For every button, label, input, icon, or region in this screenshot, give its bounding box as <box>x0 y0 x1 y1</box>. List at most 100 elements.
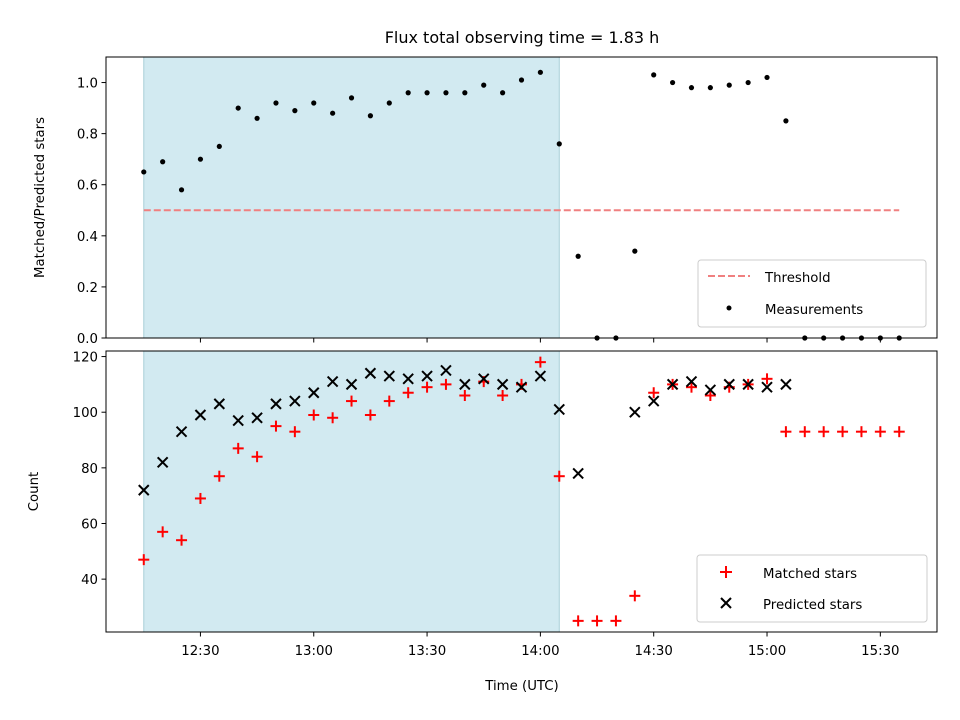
measurements-point <box>367 113 374 119</box>
predicted-stars-point <box>156 456 169 468</box>
matched-stars-point <box>402 387 414 399</box>
predicted-stars-point <box>515 381 528 393</box>
matched-stars-point <box>497 390 509 402</box>
y-tick-label: 0.4 <box>77 230 98 245</box>
predicted-stars-point <box>345 378 358 391</box>
predicted-stars-point <box>251 412 263 424</box>
top-y-axis: 0.0 0.2 0.4 0.6 0.8 1.0 <box>77 77 106 347</box>
measurements-point <box>745 79 751 86</box>
top-axes-frame <box>105 56 938 339</box>
predicted-stars-point <box>232 414 244 427</box>
measurements-point <box>556 141 562 147</box>
x-tick-label: 14:30 <box>635 644 673 659</box>
matched-stars-point <box>534 356 546 368</box>
predicted-stars-point <box>459 378 471 391</box>
predicted-stars-point <box>213 398 226 410</box>
measurements-point <box>669 79 676 86</box>
matched-stars-point <box>553 470 565 482</box>
bottom-subplot: 40 60 80 100 120 12:30 13:00 13:30 14:00 14:30 15… <box>27 350 938 694</box>
predicted-stars-point <box>478 373 490 385</box>
predicted-stars-point <box>761 381 773 393</box>
measurements-point <box>273 100 279 106</box>
matched-stars-point <box>157 526 169 538</box>
y-tick-label: 60 <box>81 517 98 532</box>
predicted-stars-point <box>364 367 377 379</box>
predicted-stars-point <box>534 370 547 382</box>
predicted-stars-point <box>629 406 641 418</box>
matched-stars-point <box>138 554 150 566</box>
measurements-point <box>726 82 732 88</box>
predicted-stars-point <box>742 378 754 391</box>
measurements-point <box>160 159 166 165</box>
measurements-point <box>462 90 468 96</box>
x-axis-label: Time (UTC) <box>484 679 559 694</box>
measurements-point <box>216 143 222 150</box>
measurements-point <box>386 100 392 106</box>
top-x-axis <box>199 338 881 343</box>
y-tick-label: 0.6 <box>77 179 98 194</box>
measurements-legend-marker <box>726 305 732 311</box>
measurements-legend-label: Measurements <box>765 303 863 318</box>
predicted-stars-point <box>421 370 433 382</box>
matched-stars-point <box>176 534 188 546</box>
chart-title: Flux total observing time = 1.83 h <box>385 28 660 47</box>
y-tick-label: 120 <box>73 351 98 366</box>
y-tick-label: 40 <box>81 573 98 588</box>
predicted-stars-point <box>496 378 509 391</box>
measurements-point <box>575 253 581 259</box>
matched-stars-point <box>648 387 660 399</box>
matched-stars-point <box>251 451 263 463</box>
measurements-point <box>178 187 185 193</box>
matched-stars-point <box>364 409 376 421</box>
measurements-point <box>632 248 638 254</box>
top-y-axis-label: Matched/Predicted stars <box>33 117 48 278</box>
bottom-plot-area <box>105 350 938 633</box>
top-subplot: 0.0 0.2 0.4 0.6 0.8 1.0 Matched/Predicted sta… <box>33 56 938 347</box>
predicted-stars-point <box>780 378 792 391</box>
y-tick-label: 80 <box>81 462 98 477</box>
measurements-point <box>651 72 657 78</box>
matched-stars-point <box>685 381 697 393</box>
x-tick-label: 14:00 <box>521 644 559 659</box>
predicted-stars-point <box>308 387 320 399</box>
y-tick-label: 0.0 <box>77 332 98 347</box>
top-legend-box <box>697 259 927 328</box>
observing-window-shade <box>143 351 560 632</box>
measurements-point <box>292 108 298 114</box>
x-tick-label: 15:00 <box>748 644 786 659</box>
matched-stars-legend-marker <box>720 566 732 578</box>
matched-stars-point <box>629 590 641 602</box>
matched-stars-point <box>591 615 603 627</box>
top-legend: Threshold Measurements <box>697 259 927 328</box>
predicted-stars-point <box>647 395 660 407</box>
matched-stars-point <box>855 426 867 438</box>
matched-stars-point <box>761 373 773 385</box>
measurements-point <box>330 110 336 116</box>
matched-stars-point <box>818 426 830 438</box>
measurements-point <box>688 85 695 91</box>
measurements-point <box>707 85 713 91</box>
matched-stars-point <box>232 442 244 454</box>
matched-stars-point <box>837 426 849 438</box>
measurements-point <box>518 77 525 83</box>
predicted-stars-point <box>572 467 584 480</box>
predicted-stars-point <box>270 398 282 410</box>
matched-stars-point <box>799 426 811 438</box>
matched-stars-point <box>270 420 282 432</box>
predicted-stars-point <box>402 373 414 385</box>
x-tick-label: 13:30 <box>408 644 446 659</box>
bottom-legend-box <box>696 554 928 623</box>
predicted-stars-point <box>553 403 565 416</box>
x-tick-label: 15:30 <box>861 644 899 659</box>
matched-stars-point <box>346 395 358 407</box>
measurements-point <box>311 100 317 106</box>
predicted-stars-point <box>685 375 698 388</box>
measurements-point <box>443 90 449 96</box>
bottom-y-axis-label: Count <box>27 472 42 512</box>
predicted-stars-point <box>723 378 735 391</box>
y-tick-label: 1.0 <box>77 77 98 92</box>
threshold-legend-label: Threshold <box>764 271 831 286</box>
measurements-point <box>405 90 411 96</box>
matched-stars-point <box>383 395 395 407</box>
